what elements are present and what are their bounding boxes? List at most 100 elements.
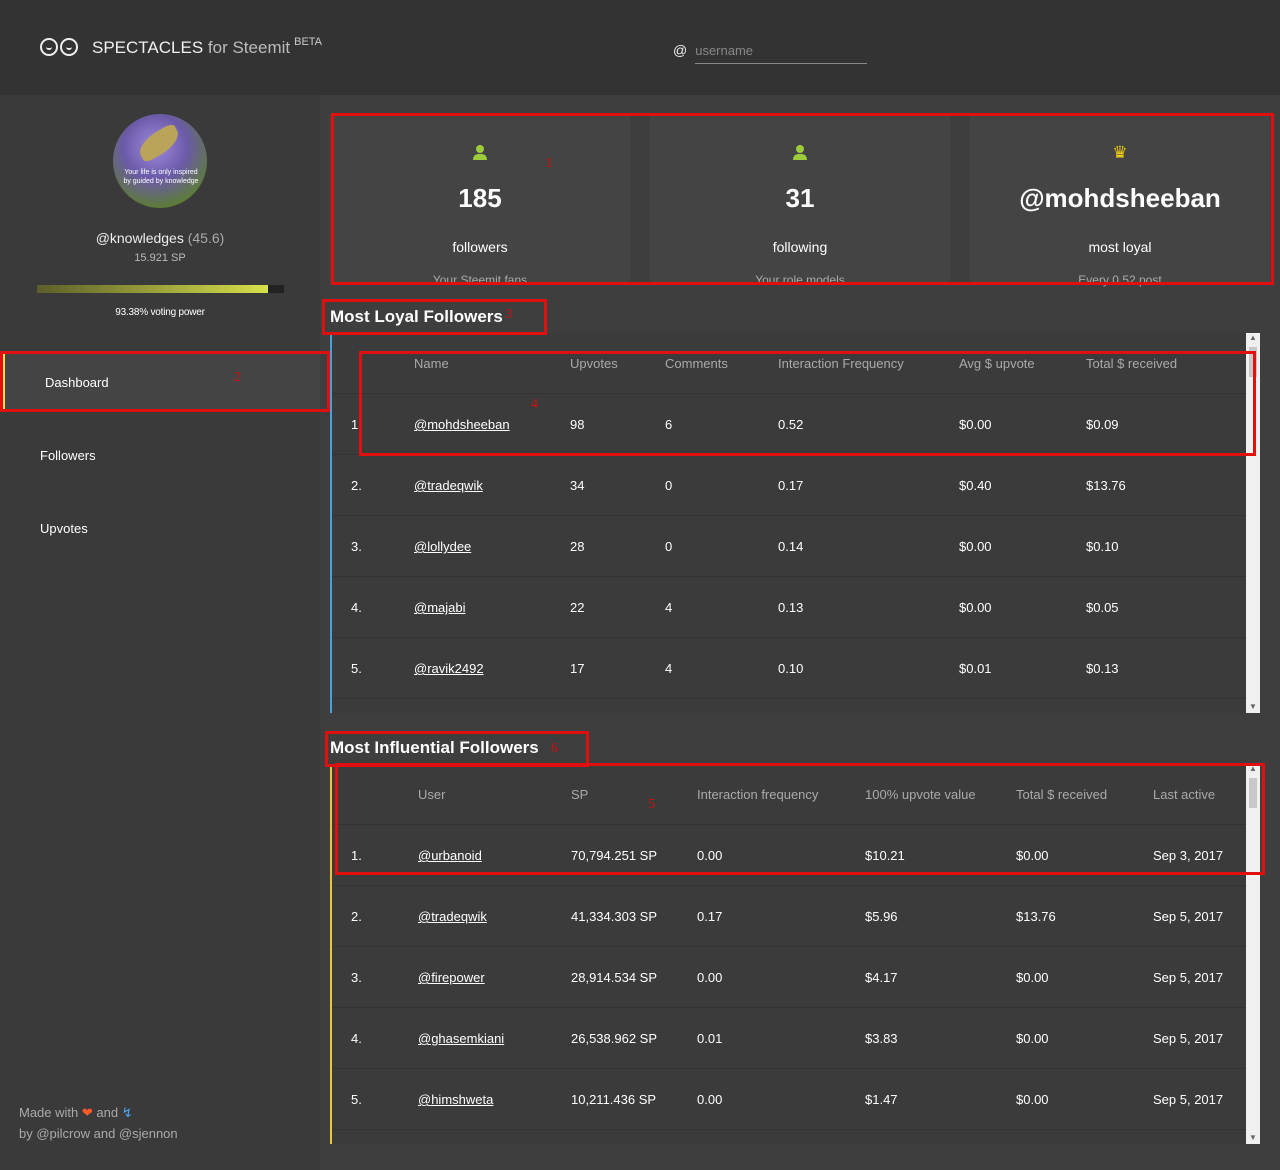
row-rank: 1 [351,417,359,432]
brand-name: SPECTACLES [92,38,204,57]
annotation-number: 5 [648,797,655,812]
scroll-down-arrow-icon[interactable]: ▼ [1249,702,1257,711]
column-header[interactable]: Total $ received [1086,356,1178,371]
total-received-value: $13.76 [1086,478,1126,493]
influential-table-scrollbar[interactable]: ▲ ▼ [1246,764,1260,1144]
scroll-up-arrow-icon[interactable]: ▲ [1249,764,1257,773]
column-header[interactable]: Name [414,356,449,371]
column-header[interactable]: Interaction frequency [697,787,819,802]
table-row: 5. @himshweta 10,211.436 SP 0.00 $1.47 $… [332,1069,1254,1130]
comments-value: 0 [665,539,673,554]
follower-link[interactable]: @tradeqwik [414,478,483,493]
total-received-value: $0.00 [1016,848,1049,863]
brand-for: for Steemit [207,38,291,57]
table-row: 5. @ravik2492 17 4 0.10 $0.01 $0.13 [332,638,1254,699]
follower-link[interactable]: @firepower [418,970,485,985]
table-row: 3. @firepower 28,914.534 SP 0.00 $4.17 $… [332,947,1254,1008]
footer-and: and [96,1105,119,1120]
frequency-value: 0.17 [778,478,804,493]
follower-link[interactable]: @urbanoid [418,848,482,863]
last-active-value: Sep 5, 2017 [1153,1092,1224,1107]
follower-link[interactable]: @himshweta [418,1092,494,1107]
username-input[interactable] [695,38,868,64]
follower-link[interactable]: @majabi [414,600,466,615]
footer-made-with: Made with [19,1105,79,1120]
stat-value: 31 [785,183,815,213]
table-header-row: User SP Interaction frequency 100% upvot… [332,764,1254,825]
profile-username: @knowledges [95,230,184,246]
total-received-value: $0.05 [1086,600,1119,615]
person-icon [472,145,488,161]
sp-value: 41,334.303 SP [571,909,658,924]
table-row: 2. @tradeqwik 41,334.303 SP 0.17 $5.96 $… [332,886,1254,947]
spectacles-icon [40,36,80,58]
column-header[interactable]: User [418,787,446,802]
total-received-value: $0.09 [1086,417,1119,432]
scrollbar-thumb[interactable] [1249,347,1257,377]
table-row: 2. @tradeqwik 34 0 0.17 $0.40 $13.76 [332,455,1254,516]
stat-value: @mohdsheeban [1019,183,1221,213]
app-logo[interactable]: SPECTACLES for Steemit BETA [40,36,322,58]
footer-credits: Made with ❤ and ↯ by @pilcrow and @sjenn… [19,1102,178,1144]
sidebar-item-label: Followers [40,447,96,463]
total-received-value: $0.00 [1016,1031,1049,1046]
sp-value: 10,211.436 SP [571,1092,657,1107]
sidebar-item-followers[interactable]: Followers [0,426,320,484]
influential-followers-table: User SP Interaction frequency 100% upvot… [330,764,1260,1144]
loyal-followers-table: Name Upvotes Comments Interaction Freque… [330,333,1260,713]
follower-link[interactable]: @ghasemkiani [418,1031,505,1046]
upvotes-value: 22 [570,600,585,615]
column-header[interactable]: Last active [1153,787,1216,802]
last-active-value: Sep 5, 2017 [1153,1031,1224,1046]
column-header[interactable]: Comments [665,356,728,371]
follower-link[interactable]: @lollydee [414,539,472,554]
last-active-value: Sep 3, 2017 [1153,848,1224,863]
total-received-value: $0.13 [1086,661,1119,676]
column-header[interactable]: Interaction Frequency [778,356,904,371]
avg-upvote-value: $0.00 [959,417,992,432]
sidebar: Your life is only inspired by guided by … [0,95,320,1170]
avatar-caption: Your life is only inspired by guided by … [123,169,199,185]
follower-link[interactable]: @tradeqwik [418,909,487,924]
column-header[interactable]: Total $ received [1016,787,1108,802]
stat-value: 185 [458,183,502,213]
stat-card-followers: 185 followers Your Steemit fans [330,115,630,287]
app-title: SPECTACLES for Steemit BETA [92,36,322,58]
frequency-value: 0.00 [697,848,723,863]
table-row: 1. @urbanoid 70,794.251 SP 0.00 $10.21 $… [332,825,1254,886]
row-rank: 4. [351,600,362,615]
frequency-value: 0.00 [697,1092,723,1107]
upvotes-value: 17 [570,661,585,676]
stat-subtitle: Your Steemit fans [432,273,528,287]
avg-upvote-value: $0.00 [959,539,992,554]
frequency-value: 0.17 [697,909,723,924]
frequency-value: 0.10 [778,661,804,676]
row-rank: 3. [351,539,362,554]
hummingbird-icon [134,122,184,164]
annotation-number: 3 [505,307,512,322]
table-row: 4. @ghasemkiani 26,538.962 SP 0.01 $3.83… [332,1008,1254,1069]
lightning-icon: ↯ [121,1105,133,1120]
scroll-up-arrow-icon[interactable]: ▲ [1249,333,1257,342]
upvotes-value: 28 [570,539,585,554]
column-header[interactable]: 100% upvote value [865,787,976,802]
scrollbar-thumb[interactable] [1249,778,1257,808]
frequency-value: 0.13 [778,600,804,615]
column-header[interactable]: Avg $ upvote [959,356,1035,371]
comments-value: 0 [665,478,673,493]
loyal-table-scrollbar[interactable]: ▲ ▼ [1246,333,1260,713]
column-header[interactable]: Upvotes [570,356,618,371]
row-rank: 2. [351,909,362,924]
upvote-value: $1.47 [865,1092,898,1107]
sp-value: 70,794.251 SP [571,848,658,863]
row-rank: 3. [351,970,362,985]
frequency-value: 0.01 [697,1031,723,1046]
follower-link[interactable]: @ravik2492 [414,661,484,676]
annotation-number: 4 [531,397,538,412]
scroll-down-arrow-icon[interactable]: ▼ [1249,1133,1257,1142]
sidebar-item-dashboard[interactable]: Dashboard [0,353,320,411]
follower-link[interactable]: @mohdsheeban [414,417,510,432]
at-symbol: @ [673,42,688,58]
column-header[interactable]: SP [571,787,589,802]
sidebar-item-upvotes[interactable]: Upvotes [0,499,320,557]
